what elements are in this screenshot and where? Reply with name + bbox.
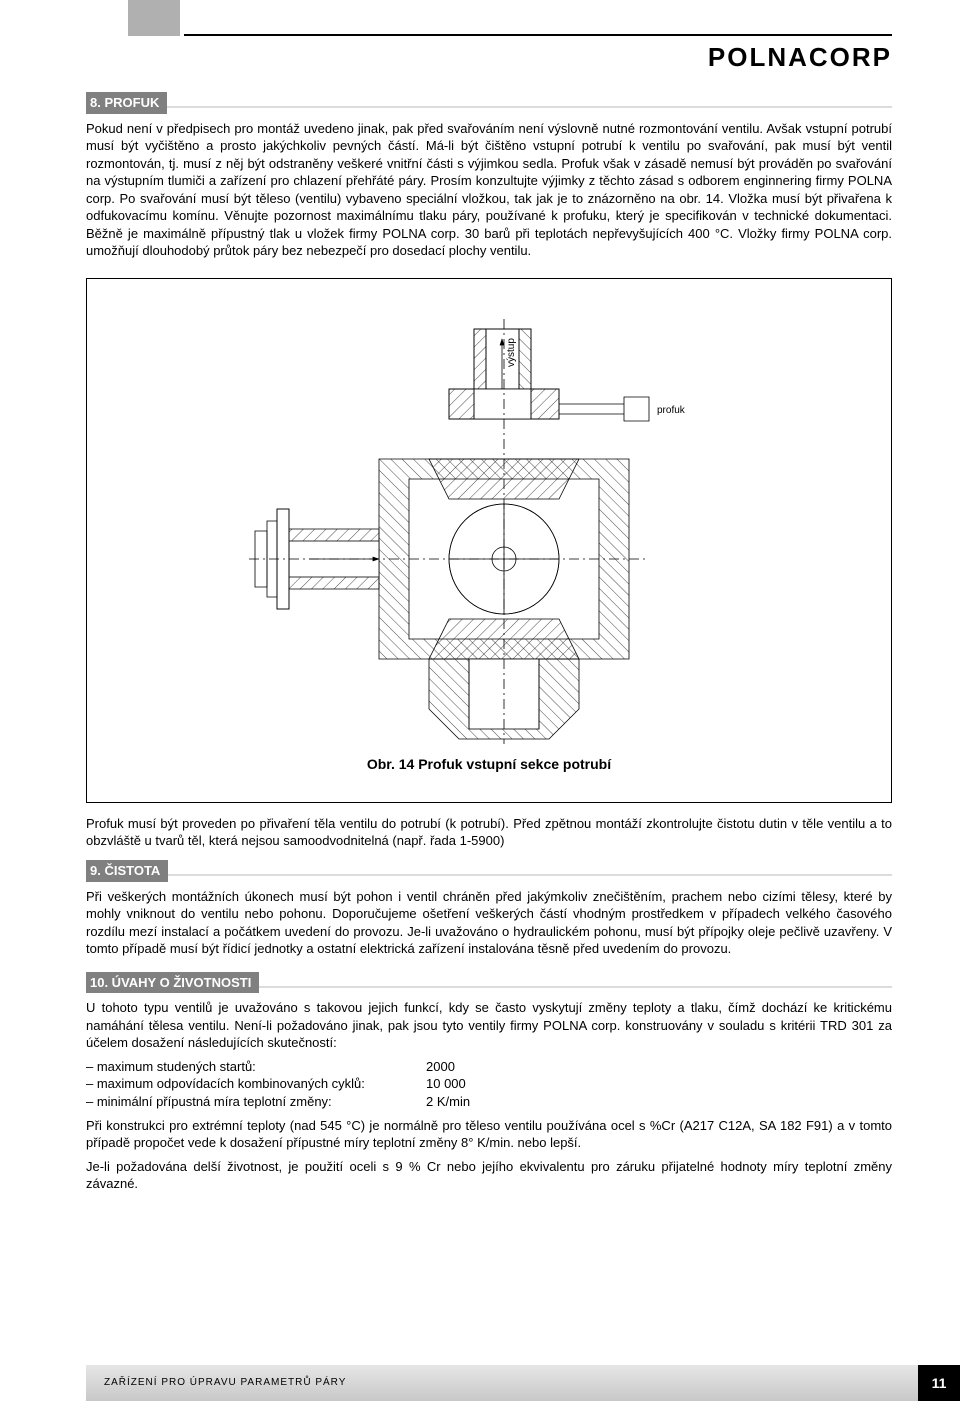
section-9-title: 9. ČISTOTA — [86, 860, 168, 882]
page-number: 11 — [918, 1365, 960, 1401]
table-row: – minimální přípustná míra teplotní změn… — [86, 1093, 892, 1111]
section-9-paragraph: Při veškerých montážních úkonech musí bý… — [86, 888, 892, 958]
figure-14-diagram: výstup profuk — [229, 309, 749, 749]
table-label: – maximum studených startů: — [86, 1058, 426, 1076]
brand-logo: POLNACORP — [708, 40, 892, 75]
section-10-para2: Při konstrukci pro extrémní teploty (nad… — [86, 1117, 892, 1152]
section-10-table: – maximum studených startů: 2000 – maxim… — [86, 1058, 892, 1111]
section-rule — [259, 984, 892, 990]
table-row: – maximum odpovídacích kombinovaných cyk… — [86, 1075, 892, 1093]
section-8-paragraph: Pokud není v předpisech pro montáž uvede… — [86, 120, 892, 260]
section-rule — [167, 104, 892, 110]
fig-label-profuk: profuk — [657, 405, 686, 416]
header-rule — [184, 34, 892, 36]
section-10-para1: U tohoto typu ventilů je uvažováno s tak… — [86, 999, 892, 1052]
header-tab — [128, 0, 180, 36]
section-rule — [168, 872, 892, 878]
section-10-para3: Je-li požadována delší životnost, je pou… — [86, 1158, 892, 1193]
section-10-header: 10. ÚVAHY O ŽIVOTNOSTI — [86, 972, 892, 994]
section-10-title: 10. ÚVAHY O ŽIVOTNOSTI — [86, 972, 259, 994]
footer-text: ZAŘÍZENÍ PRO ÚPRAVU PARAMETRŮ PÁRY — [86, 1376, 346, 1390]
figure-14-box: výstup profuk Obr. 14 Profuk vstupní sek… — [86, 278, 892, 803]
after-figure-paragraph: Profuk musí být proveden po přivaření tě… — [86, 815, 892, 850]
table-label: – maximum odpovídacích kombinovaných cyk… — [86, 1075, 426, 1093]
fig-label-vystup: výstup — [506, 338, 517, 367]
table-row: – maximum studených startů: 2000 — [86, 1058, 892, 1076]
table-value: 2000 — [426, 1058, 586, 1076]
table-value: 10 000 — [426, 1075, 586, 1093]
figure-14-caption: Obr. 14 Profuk vstupní sekce potrubí — [107, 755, 871, 774]
table-value: 2 K/min — [426, 1093, 586, 1111]
footer: ZAŘÍZENÍ PRO ÚPRAVU PARAMETRŮ PÁRY 11 — [86, 1365, 960, 1401]
section-9-header: 9. ČISTOTA — [86, 860, 892, 882]
section-8-title: 8. PROFUK — [86, 92, 167, 114]
table-label: – minimální přípustná míra teplotní změn… — [86, 1093, 426, 1111]
section-8-header: 8. PROFUK — [86, 92, 892, 114]
page-content: 8. PROFUK Pokud není v předpisech pro mo… — [86, 88, 892, 1193]
